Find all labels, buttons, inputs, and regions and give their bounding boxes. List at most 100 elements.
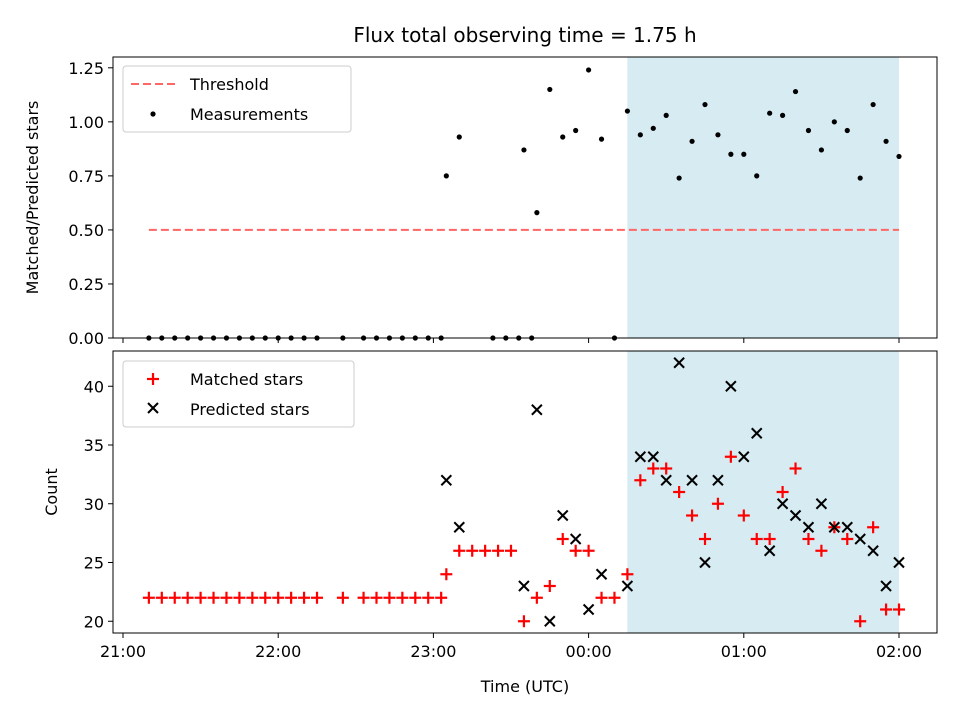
- measurement-point: [663, 112, 669, 118]
- predicted-star-point: [815, 498, 828, 510]
- matched-star-point: [479, 544, 492, 557]
- matched-star-point: [647, 462, 660, 475]
- measurement-point: [598, 136, 605, 142]
- measurement-point: [547, 86, 553, 93]
- top-chart-title: Flux total observing time = 1.75 h: [353, 23, 696, 47]
- matched-star-point: [893, 603, 905, 616]
- predicted-star-point: [802, 521, 815, 533]
- measurement-point: [831, 119, 837, 125]
- bottom-x-ticks: 21:00 22:00 23:00 00:00 01:00 02:00: [100, 633, 922, 661]
- matched-star-point: [492, 544, 505, 557]
- measurement-point: [456, 134, 462, 140]
- legend-predicted-swatch: [147, 402, 159, 414]
- matched-star-point: [142, 591, 155, 604]
- predicted-star-point: [712, 474, 724, 486]
- bottom-panel: 20 25 30 35 40 21:00 22:00 23:00 00:00 01:00 02:0…: [42, 350, 938, 696]
- predicted-star-point: [867, 545, 879, 557]
- measurement-point: [637, 132, 643, 138]
- legend-threshold-label: Threshold: [189, 75, 269, 94]
- predicted-star-point: [557, 509, 569, 522]
- measurement-point: [676, 175, 682, 181]
- y-tick-label: 0.50: [68, 221, 104, 240]
- matched-star-point: [370, 591, 383, 604]
- y-tick-label: 35: [84, 436, 104, 455]
- matched-star-point: [867, 521, 880, 534]
- matched-star-point: [396, 591, 409, 604]
- matched-star-point: [686, 509, 699, 522]
- matched-star-point: [556, 533, 569, 545]
- predicted-star-point: [841, 521, 853, 533]
- y-tick-label: 0.75: [68, 167, 104, 186]
- x-tick-label: 22:00: [255, 642, 301, 661]
- legend-predicted-label: Predicted stars: [190, 400, 310, 419]
- matched-star-point: [259, 591, 272, 604]
- bottom-legend: Matched stars Predicted stars: [122, 360, 355, 428]
- y-tick-label: 0.00: [68, 329, 104, 348]
- predicted-star-point: [776, 498, 789, 510]
- legend-matched-label: Matched stars: [190, 370, 303, 389]
- matched-star-point: [453, 544, 466, 557]
- top-y-ticks: 0.00 0.25 0.50 0.75 1.00 1.25: [68, 59, 113, 348]
- top-legend-box: [122, 65, 352, 133]
- measurement-point: [754, 173, 760, 179]
- bottom-x-axis-label: Time (UTC): [480, 677, 569, 696]
- predicted-star-point: [738, 451, 750, 463]
- matched-star-point: [298, 591, 311, 604]
- measurement-point: [780, 112, 786, 118]
- matched-star-point: [660, 462, 673, 475]
- top-observing-span: [627, 57, 899, 338]
- matched-star-point: [841, 533, 854, 545]
- predicted-star-point: [647, 451, 659, 463]
- predicted-star-point: [453, 521, 465, 533]
- predicted-star-point: [621, 580, 634, 592]
- matched-star-point: [595, 591, 608, 604]
- legend-measurements-swatch: [150, 111, 156, 117]
- predicted-star-point: [789, 509, 802, 522]
- predicted-star-point: [673, 357, 685, 369]
- matched-star-point: [582, 544, 595, 557]
- measurement-point: [805, 127, 812, 134]
- measurement-point: [741, 151, 747, 157]
- y-tick-label: 0.25: [68, 275, 104, 294]
- predicted-star-points: [440, 357, 905, 627]
- measurement-point: [818, 147, 825, 153]
- predicted-star-point: [582, 603, 595, 616]
- measurement-point: [586, 67, 592, 73]
- bottom-axes-frame: [112, 350, 938, 634]
- matched-star-point: [220, 591, 233, 604]
- predicted-star-point: [518, 580, 530, 592]
- x-tick-label: 02:00: [876, 642, 922, 661]
- measurement-point: [767, 110, 773, 116]
- predicted-star-point: [531, 404, 543, 416]
- measurement-point: [870, 101, 876, 108]
- matched-star-point: [336, 591, 349, 604]
- bottom-observing-span: [627, 351, 899, 633]
- bottom-legend-box: [122, 360, 355, 428]
- x-tick-label: 01:00: [721, 642, 767, 661]
- matched-star-point: [815, 544, 828, 557]
- legend-matched-swatch: [147, 373, 159, 385]
- predicted-star-point: [880, 580, 892, 592]
- matched-star-point: [802, 533, 815, 545]
- measurement-point: [857, 175, 863, 181]
- matched-star-point: [435, 591, 448, 604]
- matched-star-point: [422, 591, 435, 604]
- predicted-star-point: [751, 427, 763, 439]
- predicted-star-point: [569, 533, 582, 545]
- predicted-star-point: [440, 474, 453, 486]
- measurement-point: [573, 127, 579, 134]
- matched-star-point: [194, 591, 207, 604]
- matched-star-point: [409, 591, 422, 604]
- predicted-star-point: [544, 615, 556, 627]
- top-panel: 0.00 0.25 0.50 0.75 1.00 1.25 Matched/Predict…: [23, 56, 938, 348]
- matched-star-point: [530, 591, 543, 604]
- predicted-star-point: [828, 521, 841, 533]
- matched-star-point: [233, 591, 246, 604]
- measurement-point: [896, 153, 902, 160]
- top-axes-frame: [112, 56, 938, 339]
- measurement-point: [792, 88, 799, 95]
- matched-star-point: [440, 568, 453, 581]
- x-tick-label: 21:00: [100, 642, 146, 661]
- predicted-star-point: [893, 556, 905, 569]
